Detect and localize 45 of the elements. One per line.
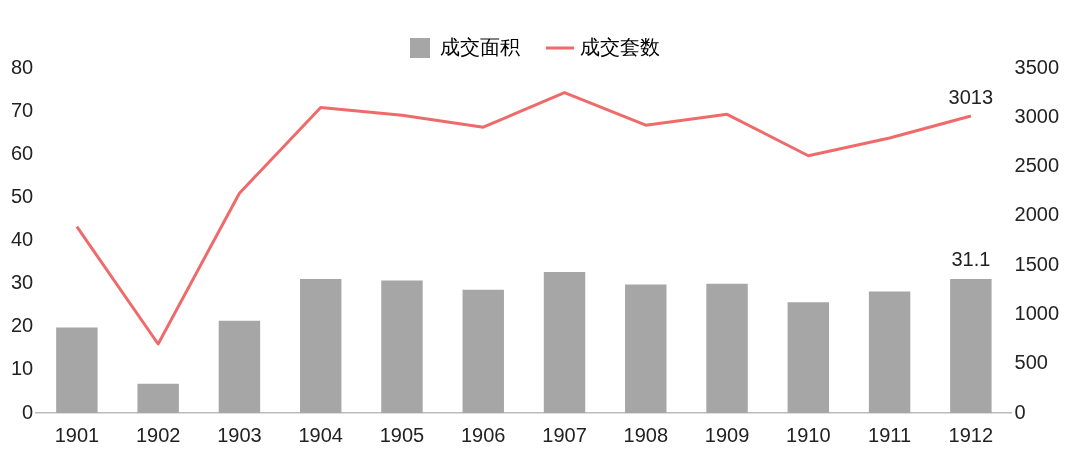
x-tick-label: 1902 xyxy=(135,423,181,446)
y2-tick-label: 3500 xyxy=(1014,55,1060,78)
x-tick-label: 1906 xyxy=(460,423,506,446)
bar xyxy=(462,289,504,413)
y-tick-label: 50 xyxy=(11,184,34,207)
data-label: 31.1 xyxy=(951,248,991,271)
y-tick-label: 70 xyxy=(11,98,34,121)
y-tick-label: 40 xyxy=(11,228,34,251)
x-tick-label: 1901 xyxy=(54,423,100,446)
x-tick-label: 1910 xyxy=(786,423,831,446)
y-tick-label: 30 xyxy=(11,271,34,294)
y-tick-label: 80 xyxy=(11,55,34,78)
y-tick-label: 60 xyxy=(11,141,34,164)
bar xyxy=(706,283,748,413)
y2-tick-label: 500 xyxy=(1014,351,1048,374)
x-tick-label: 1909 xyxy=(704,423,750,446)
legend-label: 成交面积 xyxy=(440,35,520,58)
x-tick-label: 1907 xyxy=(542,423,587,446)
data-label: 3013 xyxy=(948,85,994,108)
legend-label: 成交套数 xyxy=(580,35,660,58)
y-tick-label: 10 xyxy=(11,357,34,380)
bar xyxy=(868,291,911,413)
bar xyxy=(56,327,98,413)
bar xyxy=(950,278,992,413)
y2-tick-label: 1500 xyxy=(1014,252,1060,275)
y-tick-label: 0 xyxy=(22,400,34,423)
x-tick-label: 1908 xyxy=(623,423,669,446)
bar xyxy=(543,271,586,413)
y2-tick-label: 0 xyxy=(1014,400,1026,423)
x-tick-label: 1903 xyxy=(217,423,262,446)
y2-tick-label: 2000 xyxy=(1014,203,1060,226)
x-tick-label: 1905 xyxy=(379,423,425,446)
bar xyxy=(625,284,667,413)
x-tick-label: 1912 xyxy=(948,423,994,446)
bar xyxy=(218,320,261,413)
y2-tick-label: 2500 xyxy=(1014,154,1060,177)
y-tick-label: 20 xyxy=(11,314,34,337)
bar xyxy=(381,280,423,413)
x-tick-label: 1904 xyxy=(298,423,343,446)
x-tick-label: 1911 xyxy=(868,423,912,446)
y2-tick-label: 3000 xyxy=(1014,104,1060,127)
y2-tick-label: 1000 xyxy=(1014,301,1060,324)
bar xyxy=(137,383,179,413)
bar xyxy=(787,302,830,413)
bar xyxy=(299,278,342,413)
